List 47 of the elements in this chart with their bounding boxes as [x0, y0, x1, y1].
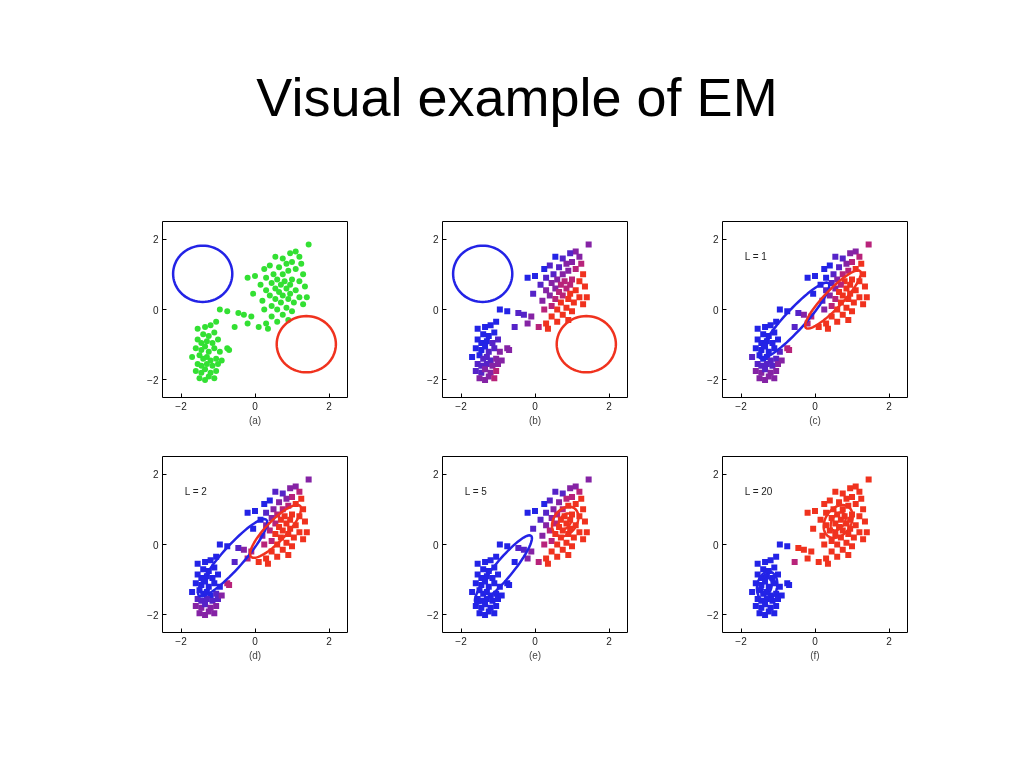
x-tick-label: 0	[812, 400, 819, 412]
x-tick-label: 2	[326, 635, 333, 647]
y-tick-label: −2	[427, 609, 439, 621]
x-axis-title: (c)	[809, 414, 821, 426]
x-axis-title: (d)	[248, 649, 262, 661]
text: Visual example of EM	[255, 66, 779, 129]
x-tick-label: −2	[175, 400, 188, 412]
x-axis-title: (b)	[528, 414, 542, 426]
x-tick-label: 0	[812, 635, 819, 647]
annotation: L = 5	[464, 486, 488, 498]
y-tick-label: 0	[432, 304, 439, 316]
y-tick-label: −2	[427, 374, 439, 386]
x-tick-label: 2	[886, 635, 893, 647]
x-tick-label: 2	[606, 400, 613, 412]
x-tick-label: −2	[735, 400, 748, 412]
y-tick-label: 2	[432, 234, 439, 246]
x-axis-title: (f)	[810, 649, 820, 661]
y-tick-label: 2	[152, 234, 159, 246]
y-tick-label: 0	[152, 539, 159, 551]
x-tick-label: 0	[532, 400, 539, 412]
y-tick-label: 0	[712, 304, 719, 316]
annotation: L = 20	[744, 486, 773, 498]
y-tick-label: −2	[147, 609, 159, 621]
x-tick-label: −2	[735, 635, 748, 647]
y-tick-label: 2	[152, 469, 159, 481]
y-tick-label: −2	[707, 374, 719, 386]
x-tick-label: 0	[532, 635, 539, 647]
x-tick-label: −2	[455, 635, 468, 647]
y-tick-label: 0	[432, 539, 439, 551]
y-tick-label: 0	[712, 539, 719, 551]
y-tick-label: 2	[712, 469, 719, 481]
x-axis-title: (e)	[528, 649, 542, 661]
y-tick-label: −2	[707, 609, 719, 621]
x-tick-label: 2	[886, 400, 893, 412]
annotation: L = 1	[744, 251, 768, 263]
y-tick-label: 2	[712, 234, 719, 246]
y-tick-label: 0	[152, 304, 159, 316]
x-tick-label: 0	[252, 400, 259, 412]
x-tick-label: −2	[175, 635, 188, 647]
y-tick-label: 2	[432, 469, 439, 481]
x-tick-label: 2	[326, 400, 333, 412]
y-tick-label: −2	[147, 374, 159, 386]
x-tick-label: −2	[455, 400, 468, 412]
x-tick-label: 0	[252, 635, 259, 647]
x-axis-title: (a)	[248, 414, 262, 426]
x-tick-label: 2	[606, 635, 613, 647]
annotation: L = 2	[184, 486, 208, 498]
